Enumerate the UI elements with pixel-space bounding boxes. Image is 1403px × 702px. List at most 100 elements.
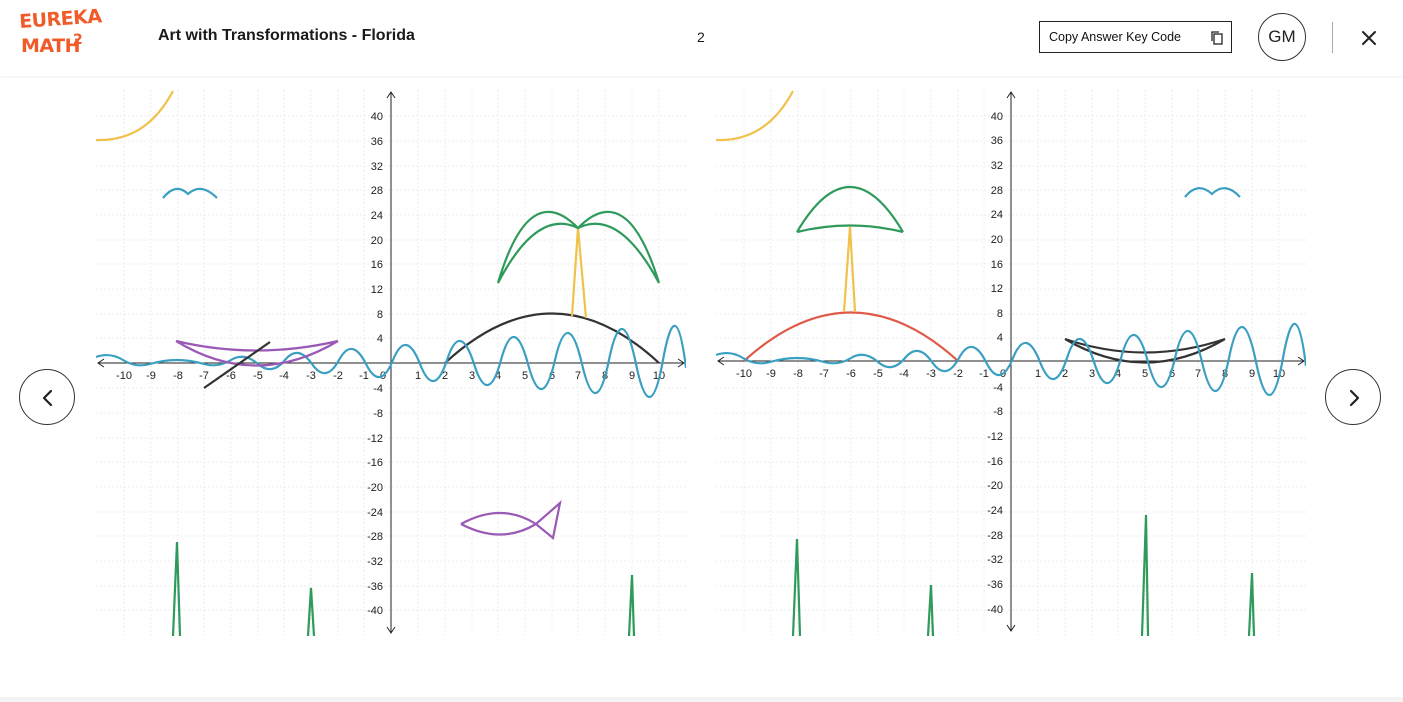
- y-tick-label: -24: [367, 507, 383, 519]
- y-tick-label: -20: [987, 480, 1003, 492]
- y-tick-label: -8: [373, 408, 383, 420]
- x-tick-label: -7: [819, 368, 829, 380]
- x-tick-label: 5: [1142, 368, 1148, 380]
- y-tick-label: -24: [987, 505, 1003, 517]
- y-tick-label: 32: [371, 161, 383, 173]
- x-tick-label: 9: [1249, 368, 1255, 380]
- chevron-left-icon: [42, 389, 53, 407]
- logo-superscript: 2: [73, 32, 83, 48]
- y-tick-label: 12: [991, 283, 1003, 295]
- page-title: Art with Transformations - Florida: [158, 27, 415, 44]
- y-tick-label: 40: [371, 111, 383, 123]
- x-tick-label: 5: [522, 370, 528, 382]
- y-tick-label: 36: [991, 135, 1003, 147]
- palm-leaves: [496, 210, 661, 284]
- copy-answer-key-label: Copy Answer Key Code: [1049, 30, 1182, 44]
- y-tick-label: -4: [373, 383, 383, 395]
- y-tick-label: 32: [991, 160, 1003, 172]
- page-number: 2: [697, 29, 705, 45]
- island-curve: [743, 311, 959, 362]
- logo-line-1: EUREKA: [18, 5, 103, 33]
- x-tick-label: 1: [415, 370, 421, 382]
- y-tick-label: -20: [367, 482, 383, 494]
- previous-button[interactable]: [19, 369, 75, 425]
- x-tick-label: 7: [575, 370, 581, 382]
- seaweed: [171, 541, 636, 637]
- x-tick-label: 2: [442, 370, 448, 382]
- y-tick-label: -28: [367, 531, 383, 543]
- y-tick-label: -32: [987, 554, 1003, 566]
- boat-mast: [203, 341, 271, 389]
- y-tick-label: 28: [371, 185, 383, 197]
- x-tick-label: -6: [226, 370, 236, 382]
- x-tick-label: 9: [629, 370, 635, 382]
- x-tick-label: 3: [469, 370, 475, 382]
- palm-trunk: [842, 226, 857, 313]
- palm-leaves: [796, 185, 904, 234]
- y-tick-label: 20: [991, 234, 1003, 246]
- x-tick-label: -10: [736, 368, 752, 380]
- island-curve: [444, 312, 660, 364]
- user-avatar[interactable]: GM: [1258, 13, 1306, 61]
- y-tick-label: -32: [367, 556, 383, 568]
- x-tick-label: -1: [359, 370, 369, 382]
- seaweed: [791, 514, 1256, 637]
- y-tick-label: 8: [377, 309, 383, 321]
- bird-curve: [162, 187, 218, 199]
- y-tick-label: -36: [367, 581, 383, 593]
- y-tick-label: 36: [371, 136, 383, 148]
- x-tick-label: -5: [253, 370, 263, 382]
- close-icon: [1362, 31, 1376, 45]
- y-tick-label: 8: [997, 308, 1003, 320]
- x-tick-label: 4: [495, 370, 501, 382]
- y-tick-label: -12: [987, 431, 1003, 443]
- x-tick-label: 7: [1195, 368, 1201, 380]
- water-waves: [95, 324, 688, 398]
- x-tick-label: -10: [116, 370, 132, 382]
- graph-right: -10 -9 -8 -7 -6 -5 -4 -3 -2 -1 0 1 2 3 4…: [715, 90, 1308, 637]
- y-tick-label: -4: [993, 382, 1003, 394]
- copy-icon: [1211, 31, 1223, 45]
- x-tick-label: -8: [173, 370, 183, 382]
- x-tick-label: -3: [306, 370, 316, 382]
- sun-curve: [95, 90, 174, 142]
- logo-line-2: MATH: [21, 35, 81, 57]
- y-tick-label: 16: [371, 259, 383, 271]
- y-tick-label: 24: [991, 209, 1003, 221]
- y-tick-label: -28: [987, 530, 1003, 542]
- chevron-right-icon: [1349, 389, 1360, 407]
- close-button[interactable]: [1356, 25, 1382, 51]
- y-tick-label: -8: [993, 406, 1003, 418]
- x-tick-label: -3: [926, 368, 936, 380]
- y-tick-label: 20: [371, 235, 383, 247]
- x-tick-label: -2: [333, 370, 343, 382]
- x-tick-label: -1: [979, 368, 989, 380]
- header-divider: [1332, 22, 1333, 53]
- x-tick-label: 3: [1089, 368, 1095, 380]
- water-waves: [715, 322, 1308, 396]
- y-tick-label: -40: [367, 605, 383, 617]
- y-tick-label: 24: [371, 210, 383, 222]
- x-tick-label: 6: [549, 370, 555, 382]
- y-tick-label: -36: [987, 579, 1003, 591]
- x-tick-label: 6: [1169, 368, 1175, 380]
- y-tick-label: -12: [367, 433, 383, 445]
- y-tick-labels: 40 36 32 28 24 20 16 12 8 4 -4 -8 -12 -1…: [367, 111, 383, 617]
- graph-left: -10 -9 -8 -7 -6 -5 -4 -3 -2 -1 0 1 2 3 4…: [95, 90, 688, 637]
- y-tick-label: 40: [991, 111, 1003, 123]
- palm-trunk: [570, 227, 588, 319]
- y-tick-label: -40: [987, 604, 1003, 616]
- header-bar: EUREKA MATH 2 Art with Transformations -…: [0, 0, 1403, 76]
- fish: [460, 500, 562, 541]
- x-tick-label: -5: [873, 368, 883, 380]
- x-tick-label: 4: [1115, 368, 1121, 380]
- next-button[interactable]: [1325, 369, 1381, 425]
- y-tick-label: 4: [997, 332, 1003, 344]
- copy-answer-key-button[interactable]: Copy Answer Key Code: [1039, 21, 1232, 53]
- x-tick-label: -7: [199, 370, 209, 382]
- sun-curve: [715, 90, 794, 142]
- y-tick-label: 12: [371, 284, 383, 296]
- x-tick-label: -9: [146, 370, 156, 382]
- bird-curve: [1184, 187, 1241, 198]
